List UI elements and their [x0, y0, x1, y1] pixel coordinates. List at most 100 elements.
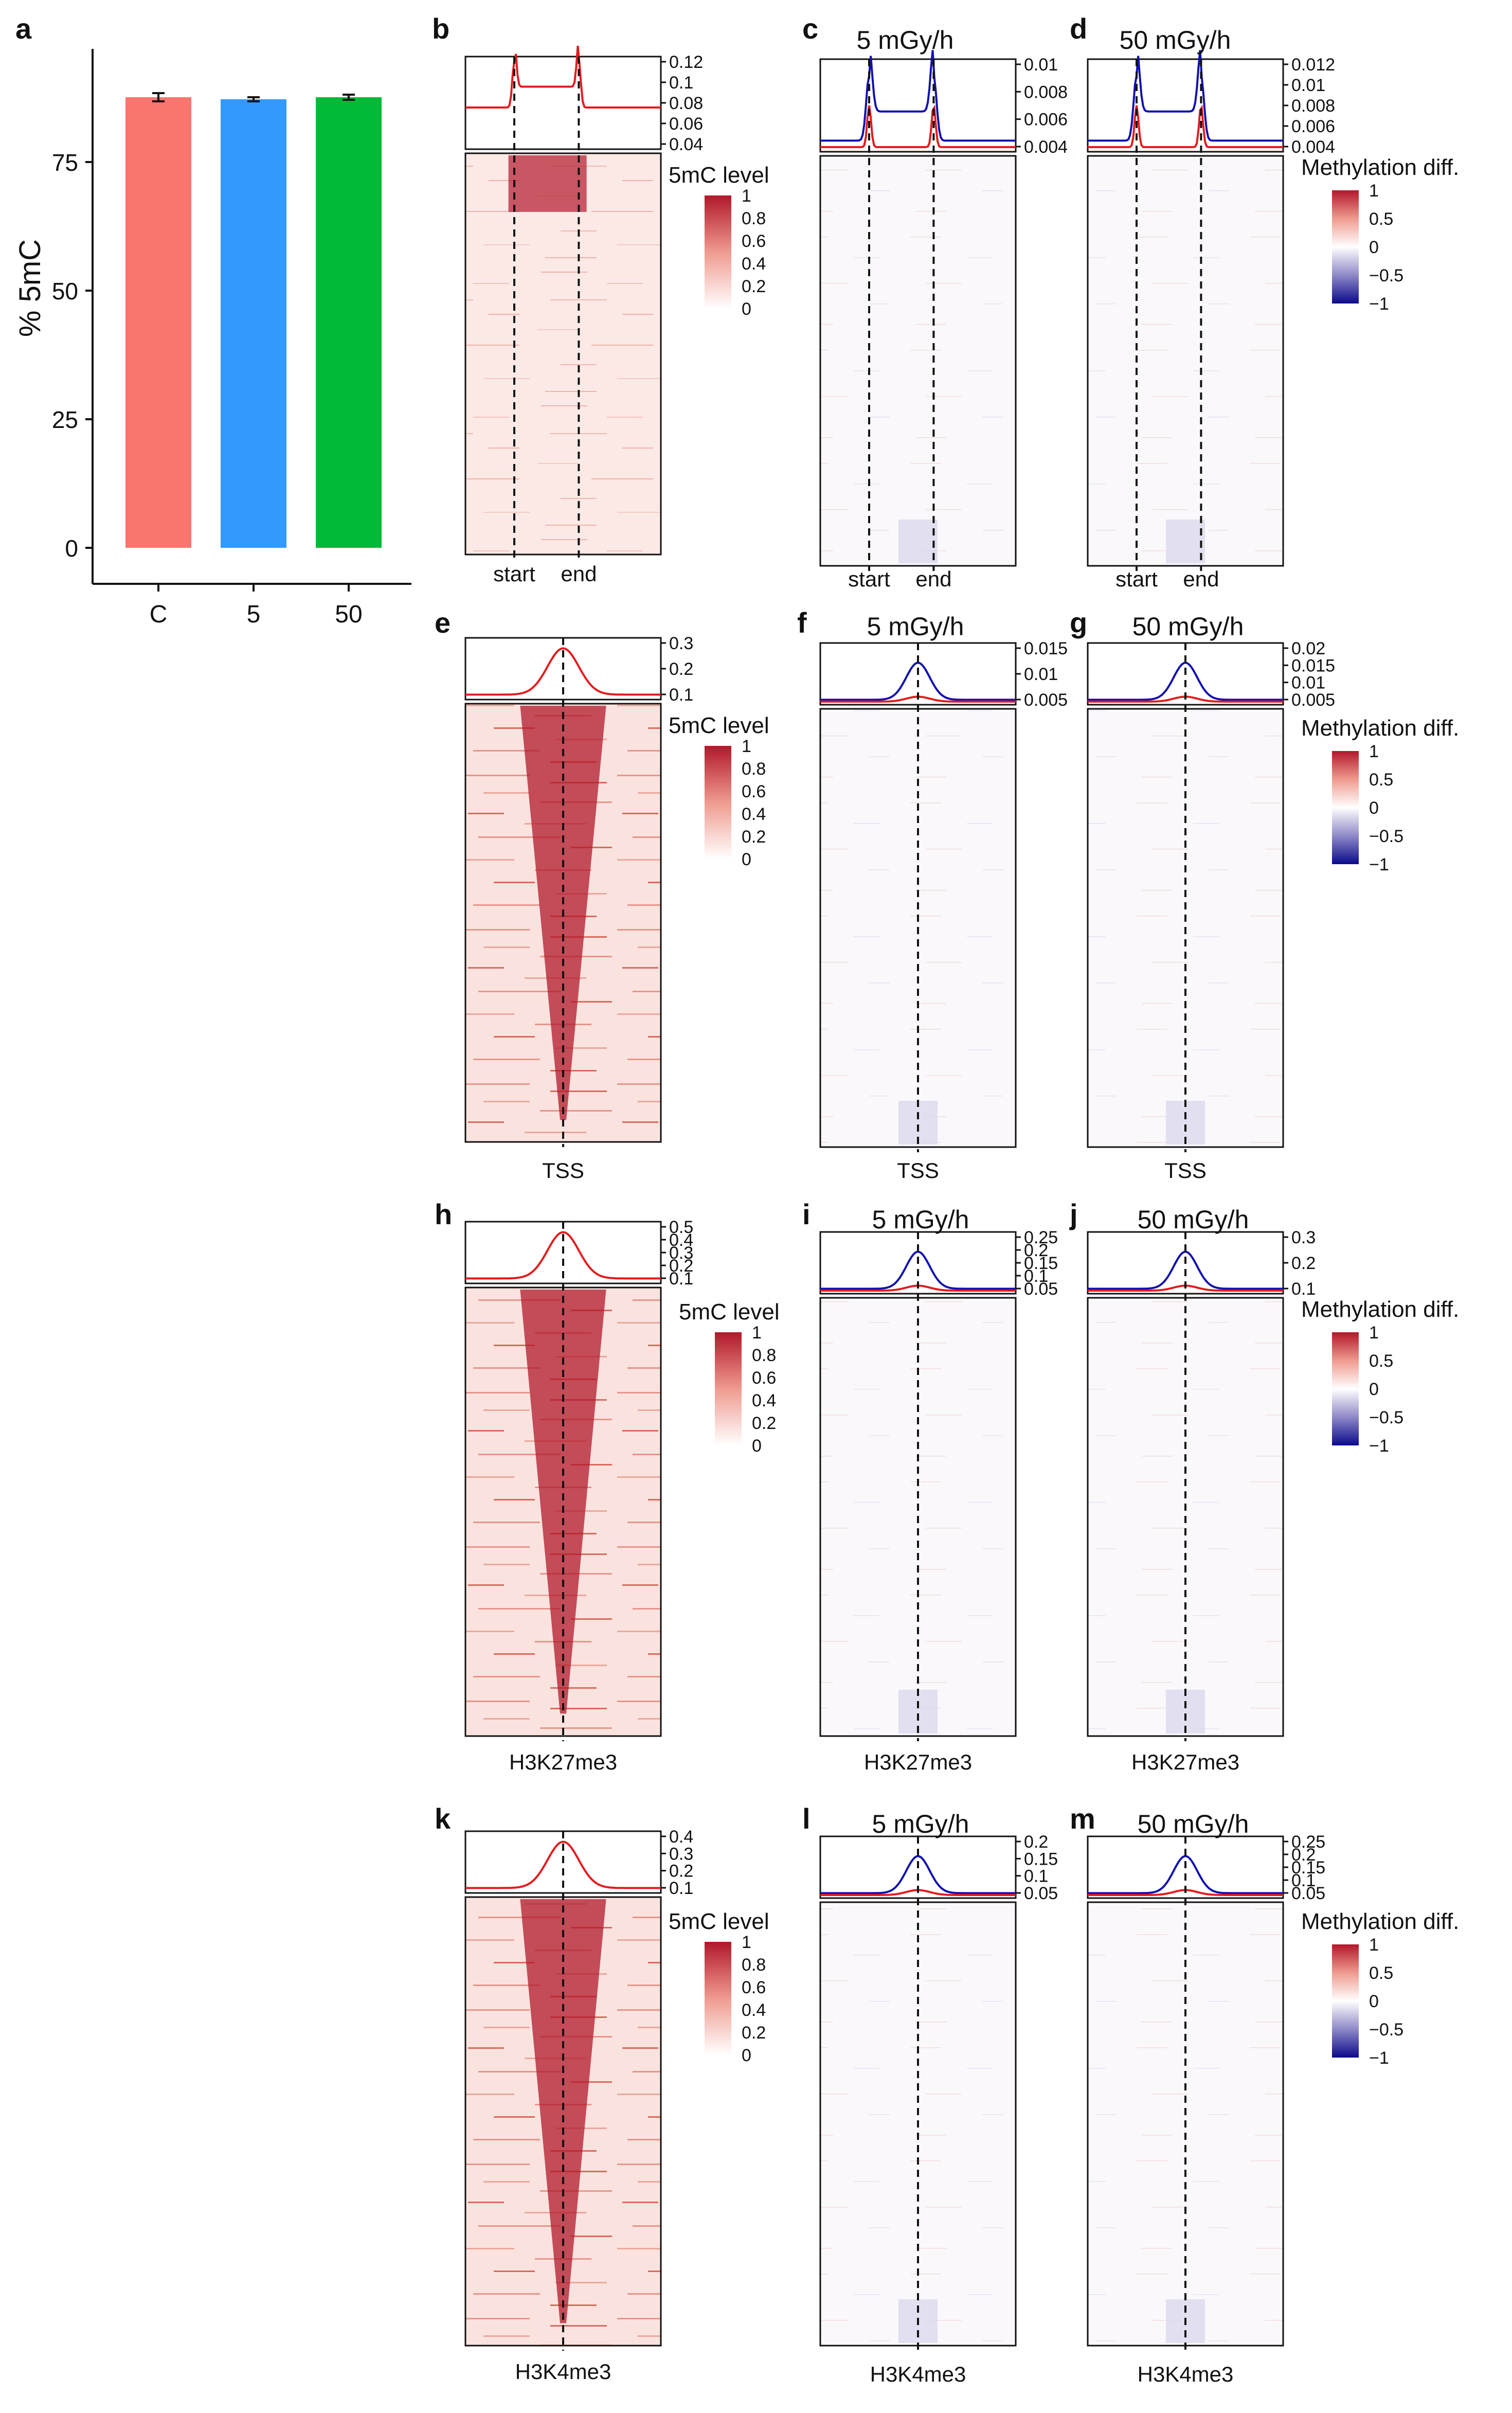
panel-i-title: 5 mGy/h	[872, 1205, 969, 1234]
bar-chart-ytick-label: 50	[52, 278, 78, 305]
profile-tick-label: 0.5	[669, 1218, 693, 1237]
panel-c-title: 5 mGy/h	[857, 26, 954, 55]
profile-tick-label: 0.1	[1024, 1867, 1048, 1886]
profile-tick-label: 0.15	[1291, 1858, 1325, 1878]
legend-diff-tick: 0	[1369, 1380, 1379, 1399]
legend-diff-tick: 1	[1369, 742, 1379, 761]
profile-line-loss	[1088, 1250, 1283, 1290]
heatmap-x-label: H3K4me3	[515, 2360, 611, 2384]
profile-tick-label: 0.08	[669, 94, 703, 113]
profile-line-loss	[820, 1855, 1016, 1894]
profile-line-loss	[820, 662, 1016, 701]
bar-chart-xtick-label: C	[150, 601, 168, 628]
profile-tick-label: 0.05	[1024, 1884, 1058, 1903]
legend-5mc-tick: 0.2	[742, 2023, 766, 2043]
bar-chart-a: % 5mC 0 25 50 75 C 5 50	[13, 49, 411, 628]
heatmap-panel-b: 0.120.10.080.060.04 start end	[464, 45, 703, 586]
bar-C	[125, 97, 191, 548]
profile-tick-label: 0.015	[1291, 656, 1335, 675]
legend-5mc-tick: 0	[742, 2046, 751, 2065]
profile-tick-label: 0.3	[669, 1243, 693, 1263]
legend-diff-tick: 0	[1369, 238, 1379, 257]
legend-diff: Methylation diff.1 0.5 0 −0.5 −1	[1301, 716, 1459, 874]
legend-5mc-tick: 0.8	[742, 759, 766, 779]
panel-letter-l: l	[802, 1802, 811, 1835]
legend-diff-tick: 1	[1369, 1935, 1379, 1955]
legend-5mc-title: 5mC level	[669, 713, 769, 738]
legend-diff-title: Methylation diff.	[1301, 1909, 1459, 1934]
profile-tick-label: 0.2	[669, 659, 693, 679]
profile-frame	[819, 58, 1017, 153]
panel-d-title: 50 mGy/h	[1120, 26, 1231, 55]
legend-5mc-title: 5mC level	[679, 1299, 780, 1325]
legend-5mc-tick: 0.4	[742, 254, 766, 274]
legend-5mc-tick: 0	[742, 850, 751, 869]
profile-tick-label: 0.008	[1291, 96, 1335, 116]
heatmap-panel-h: 0.50.40.30.20.1 H3K27me3	[464, 1218, 693, 1774]
legend-5mc-title: 5mC level	[669, 1909, 769, 1934]
legend-diff-tick: −1	[1369, 294, 1389, 314]
panel-letter-i: i	[802, 1198, 811, 1230]
bar-chart-ylabel: % 5mC	[13, 239, 47, 337]
legend-5mc-colorbar	[705, 195, 731, 309]
panel-letter-b: b	[432, 12, 449, 45]
profile-tick-label: 0.01	[1291, 673, 1325, 693]
heatmap-panel-i: 0.250.20.150.10.05 H3K27me3	[819, 1228, 1058, 1774]
profile-tick-label: 0.15	[1024, 1254, 1058, 1273]
heatmap-panel-f: 0.015 0.01 0.005 TSS	[819, 639, 1068, 1183]
heatmap-x-label: H3K27me3	[1131, 1750, 1239, 1774]
bar-50	[316, 97, 382, 548]
panel-l-title: 5 mGy/h	[872, 1810, 969, 1838]
panel-letter-k: k	[435, 1802, 451, 1835]
legend-diff-tick: −0.5	[1369, 827, 1403, 846]
profile-line-gain	[820, 104, 1016, 148]
legend-5mc-colorbar	[705, 1942, 731, 2055]
panel-letter-c: c	[802, 12, 818, 45]
heatmap-x-label: H3K27me3	[864, 1750, 972, 1774]
bar-chart-xtick-label: 50	[335, 601, 362, 628]
panel-g-title: 50 mGy/h	[1132, 612, 1244, 641]
legend-5mc-tick: 0.6	[752, 1368, 776, 1388]
legend-5mc-tick: 0.6	[742, 1978, 766, 1997]
panel-letter-a: a	[15, 12, 32, 45]
profile-tick-label: 0.05	[1291, 1884, 1325, 1903]
legend-5mc-tick: 1	[742, 1933, 751, 1952]
heatmap-x-label: H3K4me3	[870, 2362, 966, 2386]
profile-tick-label: 0.006	[1291, 117, 1335, 136]
legend-diff-tick: −0.5	[1369, 266, 1403, 285]
profile-tick-label: 0.006	[1024, 110, 1068, 130]
heatmap-loss-patch	[898, 520, 938, 563]
legend-diff-tick: 0.5	[1369, 209, 1393, 229]
legend-diff-colorbar	[1332, 1944, 1359, 2058]
profile-tick-label: 0.25	[1291, 1832, 1325, 1852]
heatmap-x-label: TSS	[1164, 1158, 1207, 1183]
legend-diff-tick: 0	[1369, 1992, 1379, 2011]
legend-diff-tick: 0.5	[1369, 770, 1393, 790]
profile-line-loss	[1088, 662, 1283, 701]
profile-line-5mc	[465, 647, 661, 696]
profile-tick-label: 0.2	[1291, 1254, 1316, 1273]
heatmap-panel-e: 0.3 0.2 0.1 TSS	[464, 634, 693, 1183]
profile-line-5mc	[465, 1840, 661, 1889]
profile-tick-label: 0.2	[669, 1256, 693, 1276]
profile-tick-label: 0.1	[669, 1879, 693, 1898]
panel-letter-m: m	[1070, 1802, 1095, 1835]
profile-tick-label: 0.25	[1024, 1228, 1058, 1247]
profile-tick-label: 0.06	[669, 114, 703, 134]
panel-letter-e: e	[435, 606, 451, 639]
profile-tick-label: 0.1	[669, 685, 693, 705]
legend-5mc-colorbar	[705, 746, 731, 859]
bar-chart-ytick-label: 25	[52, 406, 78, 433]
profile-frame	[1087, 58, 1284, 153]
panel-letter-j: j	[1069, 1198, 1078, 1230]
legend-diff-tick: −1	[1369, 855, 1389, 874]
profile-tick-label: 0.01	[1024, 55, 1058, 75]
bar-5	[221, 99, 286, 548]
panel-letter-g: g	[1070, 606, 1087, 639]
legend-diff-colorbar	[1332, 190, 1359, 303]
profile-tick-label: 0.02	[1291, 639, 1325, 658]
profile-tick-label: 0.3	[669, 634, 693, 653]
